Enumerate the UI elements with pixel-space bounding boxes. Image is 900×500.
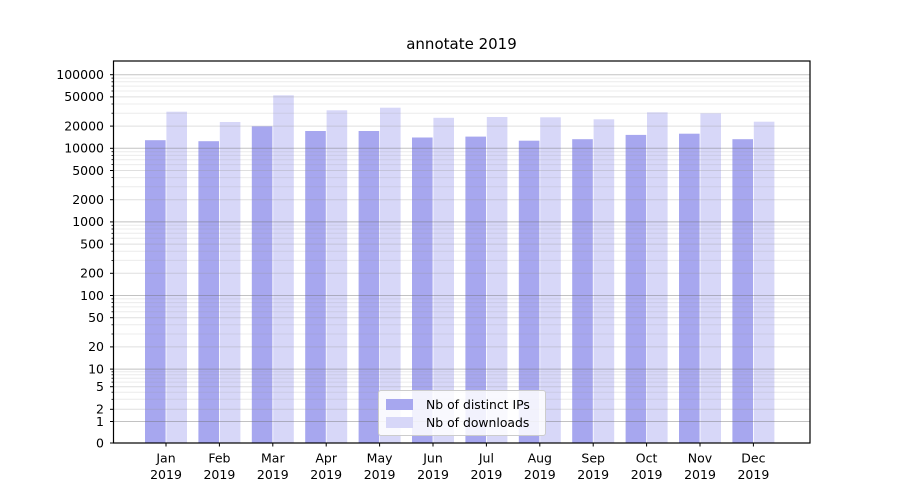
bar-jun-nb-of-downloads (433, 117, 454, 444)
bar-jul-nb-of-distinct-ips (465, 136, 486, 443)
x-tick-label-year: 2019 (417, 467, 449, 482)
bar-dec-nb-of-distinct-ips (732, 139, 753, 443)
y-tick-label: 5 (96, 379, 104, 394)
y-tick-label: 5000 (72, 163, 104, 178)
bar-jan-nb-of-distinct-ips (145, 140, 166, 443)
y-axis: 0 12 5 10 20 50 100 200 500 1000 2000 5000 10000 2000… (56, 67, 114, 450)
y-tick-label: 1 (96, 414, 104, 429)
x-tick-label-month: Mar (261, 451, 285, 466)
y-tick-label: 1000 (72, 214, 104, 229)
legend: Nb of distinct IPs Nb of downloads (378, 390, 546, 436)
x-tick-label-year: 2019 (684, 467, 716, 482)
x-tick-label-month: Jun (422, 451, 443, 466)
x-tick-label-month: Dec (741, 451, 765, 466)
bar-apr-nb-of-distinct-ips (305, 131, 326, 443)
y-tick-label: 10 (88, 361, 104, 376)
x-tick-label-year: 2019 (470, 467, 502, 482)
y-tick-label: 2 (96, 402, 104, 417)
x-tick-label-year: 2019 (257, 467, 289, 482)
bar-jan-nb-of-downloads (166, 111, 187, 443)
x-tick-label-month: Jul (478, 451, 494, 466)
bar-nov-nb-of-distinct-ips (679, 133, 700, 443)
bar-may-nb-of-distinct-ips (358, 131, 380, 443)
bar-sep-nb-of-downloads (593, 119, 615, 444)
y-tick-label: 100000 (56, 67, 104, 82)
y-tick-label: 20 (88, 339, 104, 354)
y-tick-label: 100 (80, 288, 104, 303)
gridlines-group (113, 74, 810, 422)
legend-label: Nb of distinct IPs (426, 397, 530, 412)
legend-item-nb-of-downloads: Nb of downloads (386, 415, 537, 430)
bar-mar-nb-of-distinct-ips (251, 126, 273, 444)
y-tick-label: 2000 (72, 192, 104, 207)
bar-feb-nb-of-distinct-ips (198, 141, 219, 443)
bar-jun-nb-of-distinct-ips (412, 137, 433, 443)
bars-group (145, 95, 775, 444)
bar-apr-nb-of-downloads (326, 110, 348, 444)
y-tick-label: 50000 (64, 89, 104, 104)
bar-jul-nb-of-downloads (486, 117, 508, 443)
bar-sep-nb-of-distinct-ips (572, 139, 593, 443)
bar-nov-nb-of-downloads (700, 113, 721, 444)
x-tick-label-year: 2019 (631, 467, 663, 482)
x-tick-label-year: 2019 (577, 467, 609, 482)
y-tick-label: 50 (88, 310, 104, 325)
y-tick-label: 0 (96, 435, 104, 450)
x-axis: Jan2019Feb2019Mar2019Apr2019May2019Jun20… (150, 443, 769, 482)
x-tick-label-year: 2019 (737, 467, 769, 482)
y-tick-label: 20000 (64, 118, 104, 133)
bar-oct-nb-of-distinct-ips (625, 134, 647, 443)
x-tick-label-month: Nov (688, 451, 713, 466)
legend-swatch-nb-of-downloads (386, 417, 413, 428)
chart-title: annotate 2019 (406, 35, 517, 53)
x-tick-label-month: Apr (315, 451, 337, 466)
x-tick-label-month: Oct (636, 451, 658, 466)
bar-may-nb-of-downloads (380, 107, 401, 443)
y-tick-label: 200 (80, 266, 104, 281)
x-tick-label-month: May (367, 451, 393, 466)
x-tick-label-year: 2019 (310, 467, 342, 482)
y-tick-label: 10000 (64, 141, 104, 156)
bar-mar-nb-of-downloads (273, 95, 294, 444)
x-tick-label-month: Feb (208, 451, 230, 466)
legend-swatch-nb-of-distinct-ips (386, 399, 413, 410)
x-tick-label-month: Jan (155, 451, 175, 466)
x-tick-label-year: 2019 (150, 467, 182, 482)
x-tick-label-year: 2019 (364, 467, 396, 482)
x-tick-label-year: 2019 (203, 467, 235, 482)
x-tick-label-month: Sep (581, 451, 605, 466)
bar-dec-nb-of-downloads (753, 121, 775, 443)
bar-aug-nb-of-downloads (540, 117, 561, 444)
bar-aug-nb-of-distinct-ips (518, 140, 540, 443)
legend-label: Nb of downloads (426, 415, 530, 430)
x-tick-label-year: 2019 (524, 467, 556, 482)
bar-oct-nb-of-downloads (647, 112, 668, 444)
legend-item-nb-of-distinct-ips: Nb of distinct IPs (386, 397, 537, 412)
x-tick-label-month: Aug (528, 451, 552, 466)
y-tick-label: 500 (80, 236, 104, 251)
bar-feb-nb-of-downloads (219, 122, 241, 443)
axes-spines (112, 60, 811, 444)
